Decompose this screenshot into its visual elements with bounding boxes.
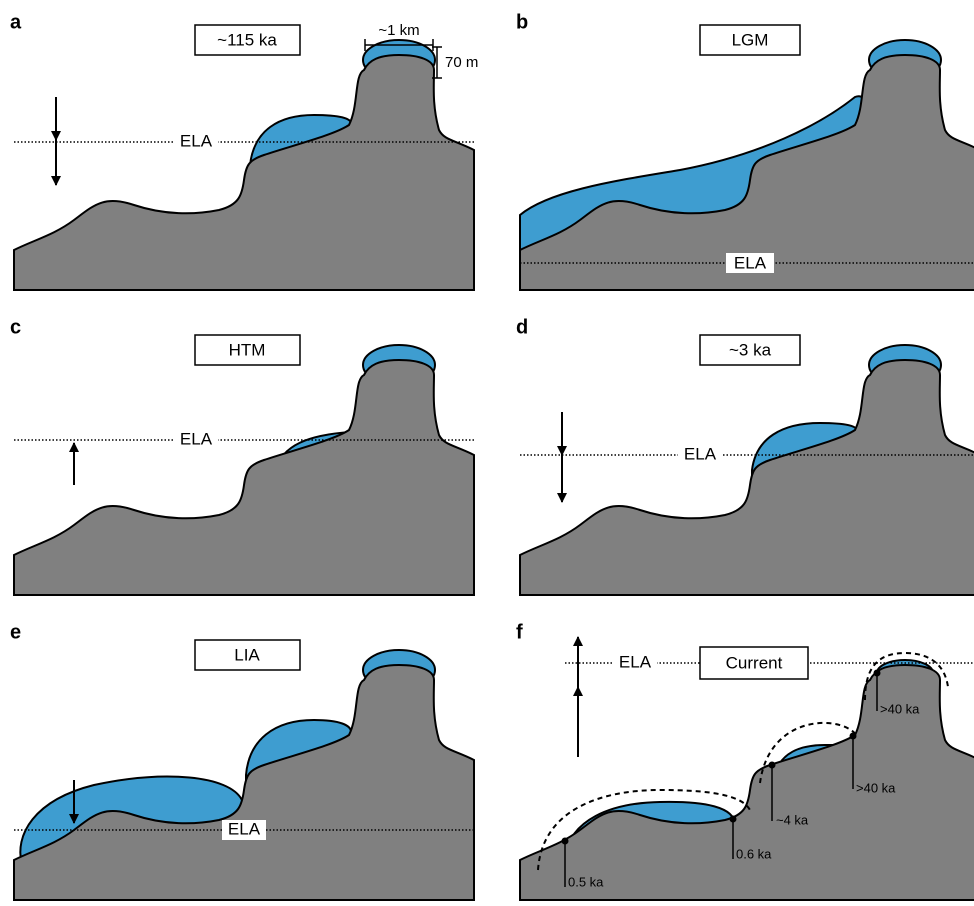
panel-letter: d [516,316,528,338]
terrain [14,55,474,290]
panel-letter: f [516,621,523,643]
terrain [14,360,474,595]
ela-label: ELA [619,652,652,671]
age-label: >40 ka [880,701,920,716]
panel-b: ELA b LGM [516,11,974,290]
panel-title: ~115 ka [217,30,277,49]
terrain [520,360,974,595]
panel-title: Current [726,653,783,672]
age-label: 0.6 ka [736,846,772,861]
ela-label: ELA [180,131,213,150]
sample-dot [850,733,857,740]
age-label: 0.5 ka [568,874,604,889]
age-label: ~4 ka [776,812,809,827]
sample-dot [769,762,776,769]
ela-label: ELA [228,819,261,838]
panel-a: ELA a ~115 ka ~1 km 70 m [10,11,478,290]
terrain [14,665,474,900]
panel-letter: c [10,316,21,338]
panel-c: ELA c HTM [10,316,474,595]
sample-dot [730,816,737,823]
figure: ELA a ~115 ka ~1 km 70 m ELA b LGM ELA c… [0,0,974,906]
ela-label: ELA [180,429,213,448]
sample-dot [874,670,881,677]
panel-letter: e [10,621,21,643]
panel-title: LIA [234,645,260,664]
panel-title: LGM [732,30,769,49]
panel-title: ~3 ka [729,340,772,359]
ela-label: ELA [734,253,767,272]
panel-letter: b [516,11,528,33]
scale-label: 70 m [445,54,478,71]
scale-label: ~1 km [378,22,419,39]
panel-d: ELA d ~3 ka [516,316,974,595]
ela-label: ELA [684,444,717,463]
panel-f: ELA Current f 0.5 ka 0.6 ka ~4 ka >40 ka… [516,621,974,900]
sample-dot [562,838,569,845]
panel-e: ELA e LIA [10,621,474,900]
panel-title: HTM [229,340,266,359]
age-label: >40 ka [856,780,896,795]
terrain [520,665,974,900]
panel-letter: a [10,11,22,33]
